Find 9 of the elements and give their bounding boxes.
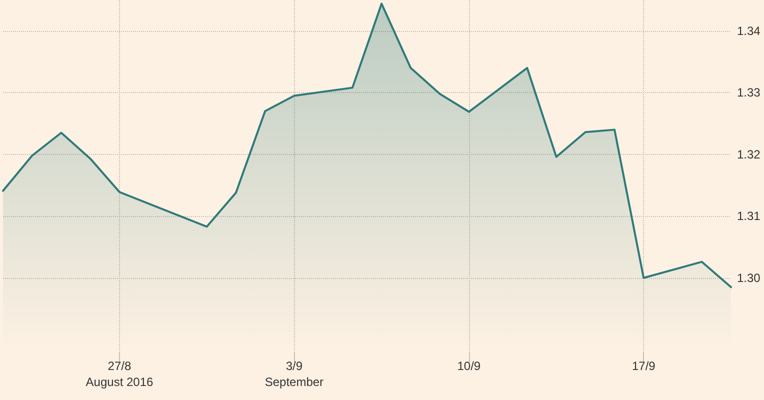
y-tick-label: 1.32 (737, 147, 761, 162)
y-tick-label: 1.34 (737, 24, 761, 38)
y-tick-label: 1.33 (737, 86, 761, 100)
x-tick-label: 27/8 August 2016 (86, 359, 154, 389)
x-tick-label: 3/9 September (264, 359, 324, 389)
x-tick-label: 10/9 (457, 359, 481, 373)
y-tick-label: 1.30 (737, 270, 761, 285)
x-tick-label: 17/9 (632, 359, 656, 373)
y-tick-label: 1.31 (737, 209, 761, 224)
